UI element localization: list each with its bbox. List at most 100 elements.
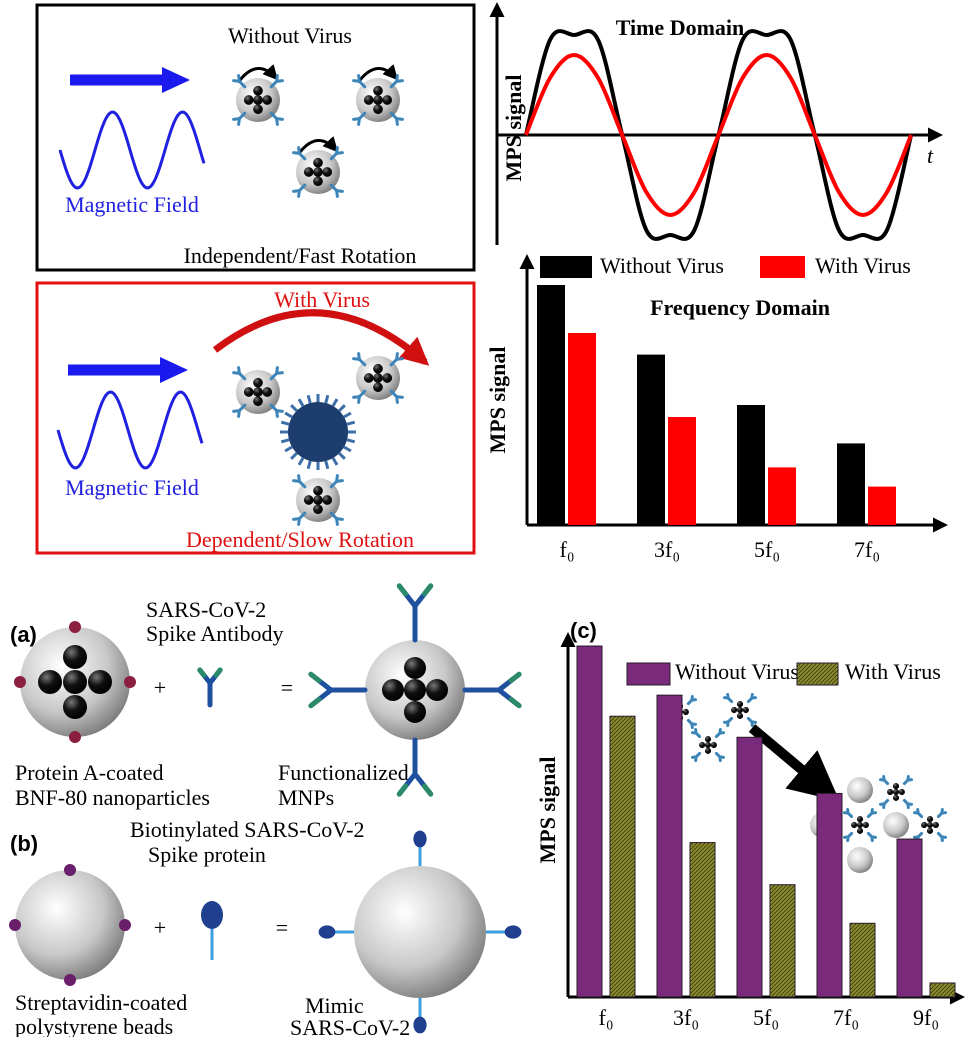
legend-swatch — [797, 663, 838, 685]
plus-sign: + — [154, 915, 166, 940]
antibody — [397, 81, 403, 82]
core — [373, 364, 383, 374]
bar — [668, 417, 696, 525]
bar — [657, 695, 682, 997]
legend-swatch — [760, 256, 805, 278]
x-tick-label: 9f₀ — [913, 1005, 939, 1030]
core — [699, 742, 705, 748]
antibody-tip — [311, 699, 319, 705]
antibody-label: SARS-CoV-2 — [146, 597, 266, 622]
chart-title: Frequency Domain — [650, 295, 830, 320]
protein-a — [14, 676, 26, 688]
bar — [850, 923, 875, 997]
core — [313, 504, 323, 514]
virus-spike — [344, 413, 351, 417]
core — [711, 742, 717, 748]
core — [737, 713, 743, 719]
bar — [610, 716, 635, 997]
plus-sign: + — [154, 675, 166, 700]
core — [253, 378, 263, 388]
core — [893, 783, 899, 789]
antibody-tip — [424, 786, 430, 794]
y-axis-label: MPS signal — [485, 347, 510, 454]
chart-title: Time Domain — [616, 15, 745, 40]
bead — [847, 847, 873, 873]
antibody — [277, 119, 278, 125]
antibody — [359, 354, 360, 360]
antibody-tip — [311, 674, 319, 680]
core — [304, 495, 314, 505]
virus-spike — [299, 458, 303, 465]
spike-head — [505, 925, 522, 938]
core — [857, 816, 863, 822]
antibody — [337, 481, 343, 482]
product-label: SARS-CoV-2 — [290, 1015, 410, 1037]
spike-head — [201, 901, 223, 929]
core — [313, 486, 323, 496]
core — [863, 822, 869, 828]
antibody — [397, 119, 398, 125]
core — [857, 828, 863, 834]
equals-sign: = — [281, 675, 293, 700]
core — [313, 176, 323, 186]
antibody — [234, 119, 240, 120]
core — [253, 396, 263, 406]
antibody-tip — [216, 670, 220, 675]
antibody — [239, 76, 240, 82]
protein-label: Spike protein — [148, 842, 266, 867]
x-tick-label: 5f₀ — [754, 537, 780, 562]
protein-a — [69, 621, 81, 633]
virus-spike — [326, 395, 328, 403]
core — [743, 707, 749, 713]
virus-spike — [285, 447, 292, 451]
spike-head — [319, 925, 336, 938]
antibody — [277, 373, 283, 374]
field-wave — [60, 112, 204, 188]
x-tick-label: 7f₀ — [833, 1005, 859, 1030]
protein-label: Biotinylated SARS-CoV-2 — [130, 817, 365, 842]
antibody — [277, 411, 278, 417]
bead — [15, 870, 125, 980]
particle-label: BNF-80 nanoparticles — [15, 785, 210, 810]
bar — [837, 443, 865, 525]
antibody-tip — [399, 786, 405, 794]
core — [927, 816, 933, 822]
x-tick-label: f₀ — [560, 537, 575, 562]
core — [737, 701, 743, 707]
antibody — [299, 476, 300, 482]
antibody-tip — [424, 586, 430, 594]
figure: Without Virus Magnetic Field Independent… — [0, 0, 969, 1037]
core — [38, 670, 62, 694]
box-title: With Virus — [274, 287, 370, 312]
virus-spike — [281, 440, 289, 442]
protein-a — [69, 731, 81, 743]
particle-label: Protein A-coated — [15, 760, 163, 785]
page: { "panel_top": { "without_virus_box": {"… — [0, 0, 969, 1037]
core — [927, 822, 933, 828]
core — [262, 95, 272, 105]
antibody — [337, 153, 343, 154]
equals-sign: = — [276, 915, 288, 940]
bar — [577, 646, 602, 997]
virus-spike — [333, 399, 337, 406]
core — [705, 736, 711, 742]
legend-label: With Virus — [815, 253, 911, 278]
virus-spike — [333, 458, 337, 465]
core — [373, 95, 383, 105]
field-arrow — [160, 357, 188, 383]
core — [851, 822, 857, 828]
virus-spike — [344, 447, 351, 451]
bar — [897, 839, 922, 997]
protein-a — [124, 676, 136, 688]
bar — [768, 467, 796, 525]
antibody-tip — [511, 699, 519, 705]
bar — [737, 737, 762, 997]
core — [253, 104, 263, 114]
core — [382, 679, 404, 701]
bar — [817, 793, 842, 997]
core — [683, 709, 689, 715]
panel-label: (c) — [570, 618, 597, 643]
core — [253, 86, 263, 96]
core — [262, 387, 272, 397]
bar — [868, 487, 896, 525]
